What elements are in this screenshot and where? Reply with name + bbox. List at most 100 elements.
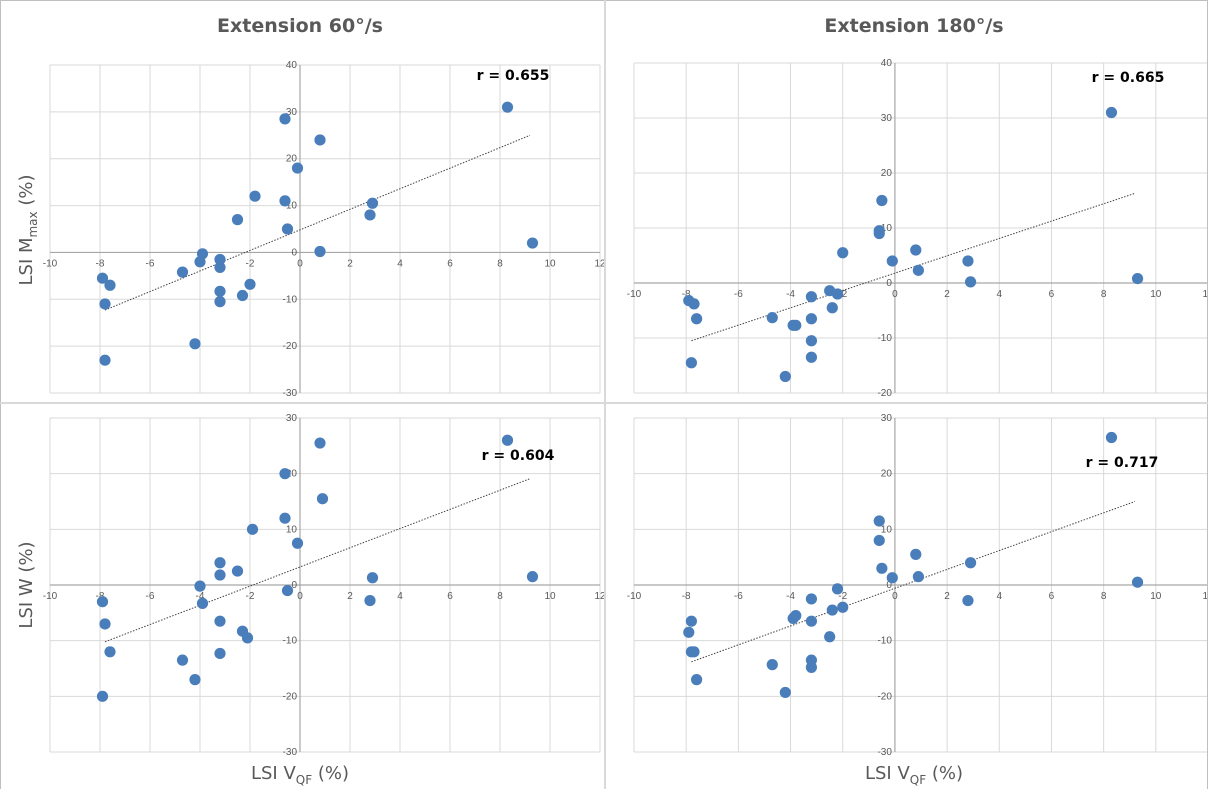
data-point	[691, 674, 703, 686]
x-tick-label: 4	[397, 258, 403, 269]
y-tick-label: 40	[881, 58, 893, 69]
data-point	[910, 244, 922, 256]
data-point	[779, 370, 791, 383]
x-tick-label: -8	[96, 591, 105, 602]
x-tick-label: 10	[1150, 289, 1162, 300]
data-point	[244, 278, 256, 290]
y-tick-label: 10	[286, 201, 298, 212]
y-tick-label: 40	[286, 60, 298, 71]
data-point	[214, 285, 226, 297]
chart-panel-top-left: -10-8-6-4-2024681012-30-20-10010203040Ex…	[16, 15, 606, 399]
y-tick-label: -20	[283, 691, 298, 702]
y-tick-label: 20	[286, 154, 298, 165]
y-tick-label: 0	[291, 580, 297, 591]
data-point	[214, 261, 226, 274]
data-point	[873, 515, 885, 527]
data-point	[824, 631, 836, 643]
y-tick-label: 30	[286, 413, 298, 424]
data-point	[1131, 273, 1144, 285]
x-tick-label: 2	[944, 289, 950, 300]
x-tick-label: -6	[734, 289, 743, 300]
y-tick-label: -20	[877, 691, 892, 702]
data-point	[501, 434, 514, 446]
x-tick-label: 12	[594, 591, 606, 602]
data-point	[790, 610, 802, 622]
x-tick-label: 4	[996, 591, 1002, 602]
data-point	[314, 437, 326, 449]
x-tick-label: 0	[892, 591, 898, 602]
data-point	[281, 223, 294, 235]
data-point	[766, 659, 778, 671]
x-axis-label: LSI VQF (%)	[865, 763, 963, 787]
x-tick-label: 10	[1150, 591, 1162, 602]
data-point	[886, 572, 898, 584]
data-point	[964, 276, 977, 288]
data-point	[249, 190, 261, 202]
data-point	[685, 646, 698, 658]
data-point	[912, 264, 924, 276]
data-point	[683, 626, 695, 638]
y-tick-label: -10	[283, 636, 298, 647]
data-point	[96, 272, 109, 284]
data-point	[837, 247, 849, 259]
x-tick-label: 8	[497, 258, 503, 269]
x-tick-label: 12	[1202, 591, 1208, 602]
correlation-label: r = 0.717	[1086, 455, 1159, 471]
data-point	[291, 162, 304, 174]
data-point	[805, 351, 818, 363]
panel-title: Extension 60°/s	[217, 15, 383, 37]
data-point	[279, 468, 291, 480]
data-point	[685, 357, 698, 369]
x-tick-label: 4	[996, 289, 1002, 300]
y-tick-label: 0	[886, 278, 892, 289]
y-tick-label: 10	[881, 223, 893, 234]
trendline	[691, 501, 1136, 663]
data-point	[99, 354, 111, 366]
data-point	[214, 557, 226, 569]
y-tick-label: 20	[881, 168, 893, 179]
x-tick-label: 2	[347, 591, 353, 602]
data-point	[214, 647, 226, 660]
data-point	[805, 661, 818, 673]
data-point	[837, 601, 849, 613]
y-tick-label: 20	[881, 469, 893, 480]
data-point	[1131, 576, 1144, 588]
data-point	[104, 646, 116, 658]
x-tick-label: -8	[682, 591, 691, 602]
x-tick-label: 8	[1101, 289, 1107, 300]
data-point	[99, 618, 111, 630]
data-point	[291, 537, 304, 549]
x-tick-label: -2	[246, 258, 255, 269]
data-point	[279, 195, 291, 207]
panels: -10-8-6-4-2024681012-30-20-10010203040Ex…	[16, 15, 1208, 787]
y-tick-label: 10	[286, 524, 298, 535]
data-point	[176, 266, 189, 278]
data-point	[831, 288, 844, 300]
y-tick-label: -30	[283, 388, 298, 399]
data-point	[194, 580, 206, 592]
chart-panel-top-right: -10-8-6-4-2024681012-20-10010203040Exten…	[627, 15, 1208, 399]
x-tick-label: 6	[447, 258, 453, 269]
x-tick-label: -6	[734, 591, 743, 602]
data-point	[831, 583, 844, 595]
data-point	[281, 584, 294, 597]
y-tick-label: 0	[886, 580, 892, 591]
x-tick-label: -8	[682, 289, 691, 300]
x-tick-label: 10	[544, 258, 556, 269]
data-point	[279, 512, 291, 524]
y-tick-label: 20	[286, 469, 298, 480]
y-axis-label: LSI Mmax (%)	[16, 174, 40, 285]
x-tick-label: 8	[1101, 591, 1107, 602]
correlation-label: r = 0.655	[477, 68, 550, 84]
data-point	[688, 298, 700, 310]
data-point	[364, 594, 376, 607]
correlation-label: r = 0.665	[1092, 70, 1165, 86]
x-tick-label: -8	[96, 258, 105, 269]
x-tick-label: -2	[246, 591, 255, 602]
data-point	[366, 572, 379, 584]
x-tick-label: -4	[786, 289, 795, 300]
y-tick-label: -10	[283, 294, 298, 305]
